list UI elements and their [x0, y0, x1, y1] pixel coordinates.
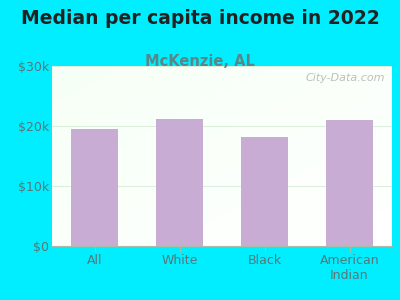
Text: McKenzie, AL: McKenzie, AL: [145, 54, 255, 69]
Text: Median per capita income in 2022: Median per capita income in 2022: [21, 9, 379, 28]
Bar: [241, 137, 288, 246]
Bar: [156, 119, 203, 246]
Bar: [326, 120, 373, 246]
Bar: [71, 129, 118, 246]
Text: City-Data.com: City-Data.com: [306, 73, 385, 83]
